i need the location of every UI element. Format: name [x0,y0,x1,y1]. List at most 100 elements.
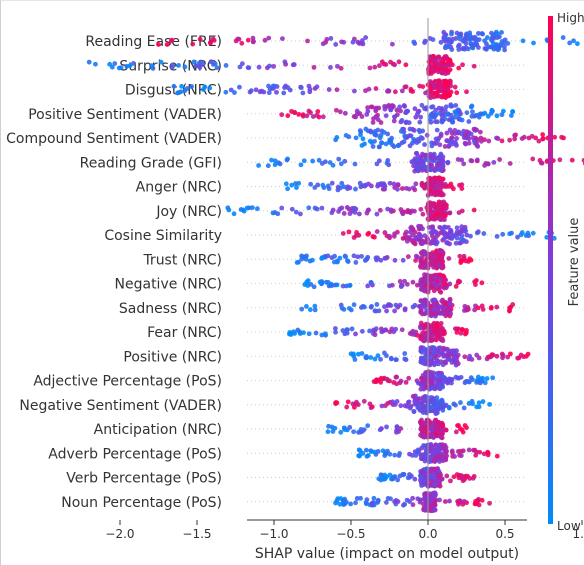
shap-point [93,61,98,67]
shap-point [433,57,439,63]
shap-point [411,137,417,142]
shap-point [457,253,463,259]
shap-point [237,84,242,90]
shap-point [191,59,197,65]
shap-point [359,351,365,356]
shap-point [244,205,250,211]
shap-point [427,178,433,184]
shap-point [418,206,424,212]
shap-point [394,424,400,430]
shap-point [392,452,398,458]
shap-point [207,85,213,91]
shap-point [416,138,422,144]
feature-label: Negative Sentiment (VADER) [19,398,222,414]
shap-point [325,253,331,259]
shap-point [449,31,454,37]
shap-point [420,211,426,217]
shap-point [354,496,360,501]
shap-point [339,205,345,211]
shap-point [383,113,389,119]
shap-point [379,403,385,409]
shap-point [432,350,437,356]
shap-point [207,40,213,46]
shap-point [494,453,500,459]
shap-point [381,181,387,187]
shap-point [383,500,389,505]
shap-point [427,304,433,310]
shap-point [462,354,468,360]
shap-point [368,280,374,285]
shap-point [418,308,424,313]
shap-point [375,127,381,133]
shap-point [540,136,546,141]
shap-point [378,356,383,362]
shap-point [437,217,443,222]
shap-point [289,206,295,212]
shap-point [298,211,303,217]
shap-point [443,427,449,433]
shap-point [439,225,444,231]
shap-point [337,501,343,507]
shap-point [422,233,428,239]
shap-point [393,326,399,332]
shap-point [407,126,413,132]
shap-point [284,157,290,163]
shap-point [432,297,438,303]
shap-point [385,495,391,501]
colorbar-low-label: Low [557,519,581,533]
shap-point [409,238,415,244]
shap-point [453,429,459,435]
shap-point [419,400,425,406]
shap-point [414,111,420,117]
shap-point [486,354,492,360]
shap-point [469,398,475,404]
shap-point [474,230,480,236]
shap-point [430,54,436,60]
shap-point [436,474,442,480]
shap-point [368,355,374,360]
shap-point [346,206,352,212]
shap-point [342,110,348,116]
shap-point [308,110,313,116]
shap-point [434,303,440,309]
shap-point [424,467,430,473]
shap-point [419,240,425,246]
shap-point [457,36,463,42]
shap-point [378,120,384,125]
shap-point [452,109,458,115]
shap-point [332,253,337,259]
shap-point [223,89,229,95]
shap-point [419,286,425,292]
shap-point [446,405,452,411]
shap-point [325,429,331,435]
shap-point [418,421,424,427]
shap-point [392,62,397,68]
feature-label: Negative (NRC) [115,277,222,293]
shap-point [324,36,330,42]
shap-point [299,306,305,312]
shap-point [399,88,405,94]
shap-point [314,84,320,90]
shap-point [398,108,403,114]
shap-point [86,59,92,65]
shap-point [338,429,344,435]
shap-point [363,447,369,453]
shap-point [392,308,397,314]
shap-point [398,378,404,384]
shap-point [435,66,441,72]
feature-label: Disgust (NRC) [125,83,222,99]
shap-point [448,478,453,484]
shap-point [574,41,580,47]
shap-point [392,231,398,237]
shap-point [489,30,494,36]
shap-point [342,158,348,164]
shap-point [449,135,455,140]
shap-point [531,40,536,46]
shap-point [365,423,371,429]
shap-point [458,374,464,380]
shap-point [403,379,409,385]
shap-point [356,211,362,217]
shap-point [279,205,285,211]
